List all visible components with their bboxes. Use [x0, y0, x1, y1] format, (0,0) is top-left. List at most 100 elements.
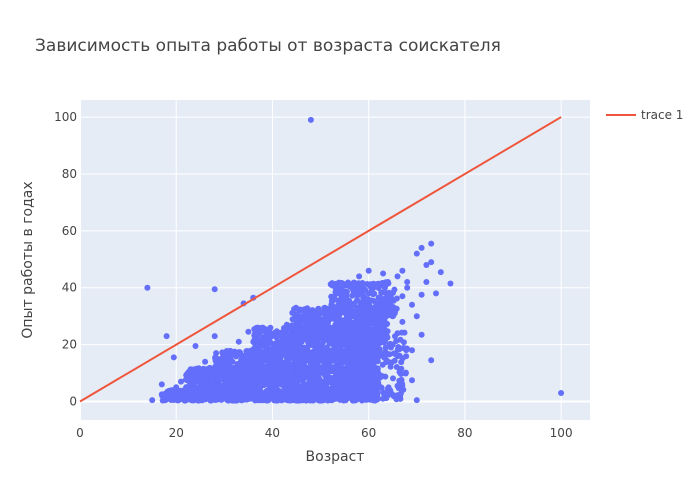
scatter-point: [214, 358, 221, 365]
scatter-point: [200, 365, 207, 372]
scatter-point: [409, 347, 415, 354]
scatter-point: [344, 371, 351, 378]
scatter-point: [384, 328, 391, 335]
scatter-point: [399, 355, 406, 362]
scatter-point: [242, 376, 249, 382]
scatter-point: [401, 329, 408, 336]
scatter-point: [437, 269, 444, 276]
scatter-point: [428, 240, 435, 247]
x-axis-title: Возраст: [306, 449, 365, 465]
scatter-point: [228, 384, 235, 391]
scatter-point: [268, 379, 275, 386]
scatter-point: [343, 382, 350, 389]
scatter-point: [399, 267, 406, 274]
scatter-point: [330, 282, 337, 289]
scatter-point: [163, 394, 169, 401]
scatter-point: [381, 316, 388, 323]
scatter-point: [354, 387, 361, 394]
scatter-point: [295, 320, 302, 326]
scatter-point: [202, 380, 209, 387]
scatter-point: [397, 370, 404, 377]
scatter-point: [409, 377, 415, 384]
scatter-point: [326, 328, 333, 335]
scatter-point: [260, 382, 267, 389]
scatter-point: [183, 372, 190, 379]
scatter-point: [261, 394, 268, 401]
legend[interactable]: trace 1: [606, 108, 683, 122]
scatter-points: [144, 116, 565, 404]
scatter-point: [217, 375, 224, 382]
scatter-point: [301, 365, 308, 372]
scatter-point: [370, 383, 377, 390]
scatter-point: [169, 387, 176, 394]
scatter-point: [331, 357, 338, 364]
scatter-point: [558, 390, 565, 396]
scatter-point: [193, 365, 200, 372]
scatter-point: [254, 365, 261, 372]
scatter-point: [418, 291, 425, 298]
scatter-point: [433, 290, 439, 297]
scatter-point: [314, 360, 321, 367]
scatter-point: [231, 367, 238, 374]
scatter-point: [340, 291, 347, 298]
scatter-point: [307, 116, 314, 123]
scatter-point: [308, 333, 315, 340]
scatter-point: [291, 345, 297, 352]
scatter-point: [385, 384, 392, 391]
scatter-point: [349, 386, 356, 393]
scatter-point: [352, 377, 359, 384]
scatter-point: [364, 381, 371, 388]
x-tick-label: 80: [457, 426, 472, 440]
scatter-point: [314, 332, 321, 338]
scatter-point: [357, 344, 364, 351]
scatter-point: [320, 350, 327, 357]
scatter-point: [299, 335, 306, 342]
scatter-point: [272, 358, 279, 364]
scatter-point: [178, 378, 184, 385]
scatter-point: [382, 337, 389, 344]
scatter-point: [244, 349, 251, 356]
x-tick-label: 0: [76, 426, 84, 440]
scatter-point: [194, 373, 201, 380]
x-tick-label: 60: [361, 426, 376, 440]
scatter-point: [362, 332, 369, 339]
scatter-point: [382, 279, 389, 286]
scatter-point: [409, 301, 415, 308]
y-axis-title: Опыт работы в годах: [20, 181, 36, 338]
scatter-point: [324, 387, 331, 393]
scatter-point: [337, 281, 344, 288]
scatter-point: [368, 376, 375, 383]
scatter-point: [284, 359, 291, 366]
scatter-point: [375, 285, 382, 291]
scatter-point: [258, 325, 265, 332]
scatter-point: [393, 396, 400, 403]
scatter-point: [235, 338, 242, 345]
scatter-point: [321, 305, 328, 311]
scatter-point: [356, 370, 363, 377]
scatter-point: [305, 357, 311, 364]
scatter-point: [344, 281, 351, 288]
scatter-point: [289, 322, 296, 329]
scatter-point: [345, 332, 352, 339]
scatter-point: [334, 375, 341, 382]
scatter-point: [284, 345, 291, 352]
scatter-point: [278, 391, 285, 398]
scatter-point: [281, 386, 288, 393]
scatter-point: [347, 318, 354, 325]
scatter-point: [243, 355, 250, 362]
scatter-point: [323, 311, 330, 318]
scatter-point: [359, 382, 366, 389]
scatter-point: [342, 377, 349, 384]
scatter-point: [290, 383, 297, 390]
scatter-point: [378, 384, 385, 391]
scatter-point: [357, 350, 363, 356]
scatter-point: [308, 368, 315, 375]
scatter-point: [368, 395, 375, 402]
scatter-point: [303, 346, 310, 353]
scatter-point: [375, 294, 382, 301]
scatter-point: [399, 293, 406, 300]
scatter-point: [367, 335, 374, 342]
scatter-point: [360, 390, 367, 397]
scatter-point: [302, 351, 309, 358]
scatter-point: [297, 329, 304, 336]
